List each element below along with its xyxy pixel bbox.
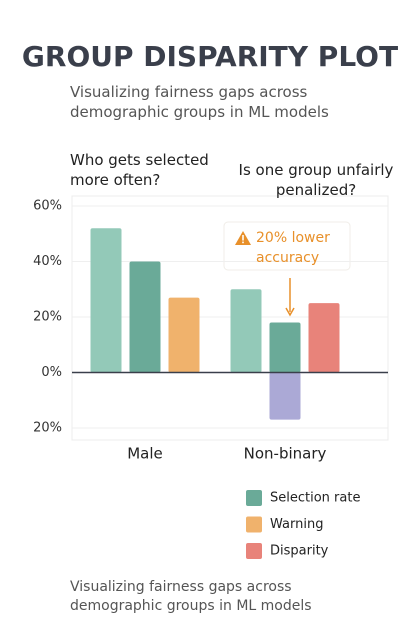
title: GROUP DISPARITY PLOT [21,40,399,73]
x-tick-label: Non-binary [244,445,327,463]
bar [90,228,122,373]
annotation: 20% lower accuracy [256,230,330,266]
bar [269,372,301,420]
plot-frame [71,195,389,441]
y-tick-label: 0% [41,365,62,380]
legend-swatch [246,543,262,559]
y-tick-label: 40% [33,254,62,269]
y-tick-label: 20% [33,421,62,436]
bar [308,303,340,373]
warning-icon [235,231,251,245]
bar [269,322,301,373]
annotation-arrow [285,278,295,317]
bar [168,297,200,373]
x-tick-label: Male [127,445,163,463]
footer: Visualizing fairness gaps across demogra… [70,579,312,614]
legend-label: Warning [270,517,323,532]
question: Who gets selected more often? [70,151,209,190]
legend-swatch [246,490,262,506]
annotation-box [223,221,351,271]
bar [129,261,161,373]
bar [230,289,262,373]
legend-label: Disparity [270,544,329,559]
legend-label: Selection rate [270,491,360,506]
y-tick-label: 60% [33,199,62,214]
subtitle: Visualizing fairness gaps across demogra… [70,83,329,122]
y-tick-label: 20% [33,310,62,325]
legend-swatch [246,516,262,533]
question: Is one group unfairly penalized? [238,161,394,200]
